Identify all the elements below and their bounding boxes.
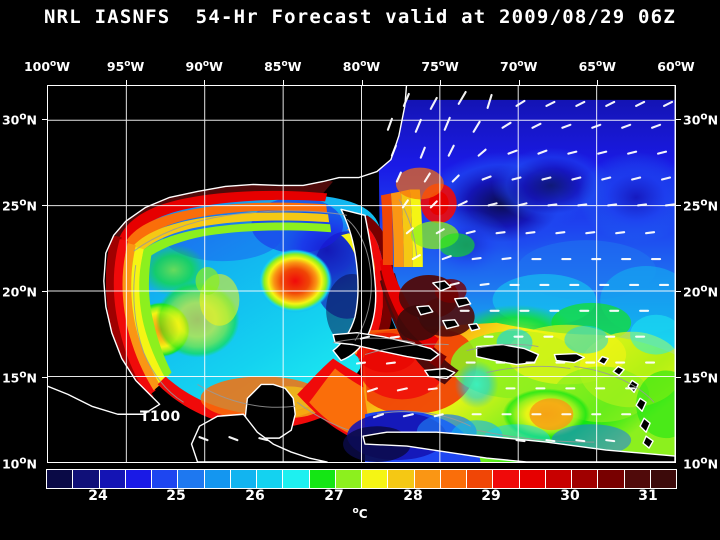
colorbar-swatch — [125, 470, 152, 488]
colorbar-tick-26: 26 — [245, 488, 265, 504]
xtick-label-90w: 90oW — [185, 59, 223, 75]
ytick-label-left-20n: 20oN — [1, 282, 37, 300]
xtick-mark — [282, 80, 284, 85]
ytick-mark — [42, 377, 47, 378]
xtick-label-100w: 100oW — [23, 59, 71, 75]
ytick-label-right-10n: 10oN — [683, 454, 719, 472]
field-annotation-label: T100 — [140, 409, 181, 425]
colorbar-swatch — [283, 470, 310, 488]
ytick-label-right-30n: 30oN — [683, 110, 719, 128]
colorbar-swatch — [152, 470, 179, 488]
ytick-mark — [676, 119, 681, 121]
ytick-mark — [676, 291, 681, 293]
colorbar-tick-29: 29 — [481, 488, 501, 504]
colorbar-swatch — [309, 470, 336, 488]
ytick-mark — [42, 205, 47, 207]
colorbar-unit-label: oC — [0, 506, 720, 521]
colorbar-swatch — [624, 470, 651, 488]
xtick-label-85w: 85oW — [264, 59, 302, 75]
unit-celsius: C — [358, 507, 368, 521]
colorbar-swatch — [440, 470, 467, 488]
ytick-label-left-15n: 15oN — [1, 368, 37, 386]
ytick-mark — [42, 291, 47, 293]
colorbar-swatch — [99, 470, 126, 488]
colorbar-swatch — [204, 470, 231, 488]
xtick-label-65w: 65oW — [578, 59, 616, 75]
colorbar-swatch — [388, 470, 415, 488]
colorbar-swatch — [545, 470, 572, 488]
xtick-label-75w: 75oW — [421, 59, 459, 75]
colorbar-swatch — [598, 470, 625, 488]
map-plot-area — [47, 85, 676, 463]
xtick-label-80w: 80oW — [342, 59, 381, 75]
ytick-label-left-10n: 10oN — [1, 454, 37, 472]
xtick-mark — [518, 80, 520, 85]
ytick-label-left-30n: 30oN — [1, 110, 37, 128]
colorbar-tick-28: 28 — [403, 488, 423, 504]
ytick-label-right-15n: 15oN — [683, 368, 719, 386]
colorbar-swatch — [362, 470, 389, 488]
colorbar-swatch — [230, 470, 257, 488]
xtick-label-95w: 95oW — [106, 59, 145, 75]
colorbar-swatch — [467, 470, 494, 488]
ytick-mark — [676, 205, 681, 207]
colorbar-swatch — [650, 470, 676, 488]
colorbar — [46, 469, 677, 489]
colorbar-tick-24: 24 — [88, 488, 108, 504]
colorbar-swatch — [493, 470, 520, 488]
colorbar-swatch — [73, 470, 100, 488]
sst-field — [48, 86, 675, 462]
colorbar-swatch — [414, 470, 441, 488]
xtick-label-70w: 70oW — [499, 59, 538, 75]
xtick-mark — [125, 80, 127, 85]
colorbar-tick-31: 31 — [638, 488, 658, 504]
colorbar-swatch — [47, 470, 74, 488]
xtick-mark — [597, 80, 599, 85]
colorbar-swatch — [572, 470, 599, 488]
colorbar-tick-25: 25 — [166, 488, 186, 504]
colorbar-tick-27: 27 — [324, 488, 344, 504]
xtick-mark — [361, 80, 363, 85]
ytick-label-right-20n: 20oN — [683, 282, 719, 300]
degree-symbol: o — [352, 506, 359, 516]
ytick-mark — [42, 119, 47, 121]
colorbar-swatch — [178, 470, 205, 488]
colorbar-swatch — [519, 470, 546, 488]
figure-title: NRL IASNFS 54-Hr Forecast valid at 2009/… — [44, 6, 676, 28]
ytick-label-left-25n: 25oN — [1, 196, 37, 214]
colorbar-tick-30: 30 — [560, 488, 580, 504]
xtick-mark — [204, 80, 206, 85]
xtick-label-60w: 60oW — [657, 59, 695, 75]
xtick-mark — [440, 80, 442, 85]
ytick-label-right-25n: 25oN — [683, 196, 719, 214]
ytick-mark — [676, 377, 681, 378]
colorbar-swatch — [335, 470, 362, 488]
colorbar-swatch — [257, 470, 284, 488]
